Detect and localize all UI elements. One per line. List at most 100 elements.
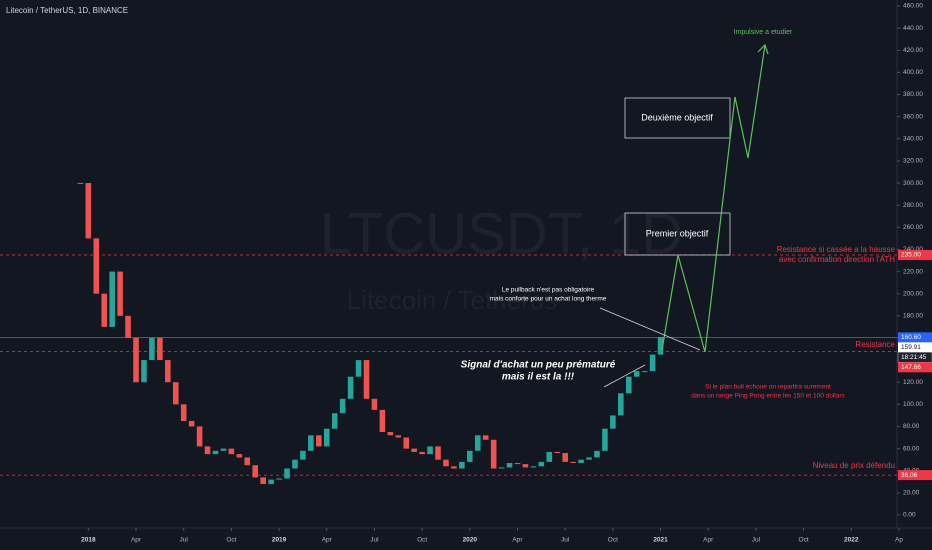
candle [467, 450, 473, 462]
y-tick-label: 200.00 [903, 290, 923, 297]
countdown: 18:21:45 [901, 354, 927, 361]
drawings: Deuxième objectif Premier objectif Impul… [461, 29, 896, 470]
candle [339, 398, 346, 414]
y-tick-label: 120.00 [903, 379, 923, 386]
annotation: Resistance si cassée a la hausse [777, 245, 896, 254]
candle [196, 426, 203, 447]
candle [172, 382, 179, 405]
x-tick-label: Apr [322, 537, 333, 544]
arrow [603, 364, 646, 388]
candle [371, 398, 378, 410]
x-tick-label: Apr [703, 537, 714, 544]
price-label-bg [898, 249, 932, 260]
x-tick-label: Ap [895, 537, 903, 544]
y-tick-label: 280.00 [903, 202, 923, 209]
candle [443, 459, 449, 467]
price-label-bg [898, 362, 932, 373]
candle [474, 435, 481, 451]
candle [236, 454, 243, 458]
candle [633, 371, 640, 377]
x-tick-label: Jul [370, 537, 379, 544]
candle [228, 448, 235, 455]
candle [554, 451, 561, 454]
y-tick-label: 380.00 [903, 91, 923, 98]
candle [157, 337, 163, 361]
candle [610, 415, 616, 429]
candle [268, 479, 274, 485]
candle [594, 450, 600, 458]
plot [0, 183, 897, 485]
candle [109, 271, 115, 327]
annotation: Signal d'achat un peu prématuré [461, 360, 616, 371]
objective-label: Premier objectif [646, 228, 709, 238]
y-tick-label: 60.00 [903, 445, 920, 452]
y-tick-label: 20.00 [903, 490, 920, 497]
candle [300, 450, 306, 460]
arrow [599, 307, 701, 351]
x-tick-label: Apr [131, 537, 142, 544]
candle [85, 183, 92, 239]
y-tick-label: 80.00 [903, 423, 920, 430]
x-tick-label: Jul [180, 537, 189, 544]
candle [562, 453, 568, 462]
annotation: Le pullback n'est pas obligatoire [502, 287, 595, 294]
candle [578, 459, 584, 463]
candle [165, 360, 171, 383]
candle [506, 462, 513, 468]
candle [355, 360, 362, 377]
objective-label: Deuxième objectif [641, 112, 713, 122]
x-tick-label: 2020 [463, 537, 478, 544]
y-tick-label: 340.00 [903, 136, 923, 143]
candle [570, 461, 576, 463]
x-tick-label: 2019 [272, 537, 287, 544]
annotation: dans un range Ping Pong entre les 150 et… [691, 393, 845, 400]
y-tick-label: 240.00 [903, 246, 923, 253]
candle [212, 450, 219, 455]
x-tick-label: 2018 [81, 537, 96, 544]
x-tick-label: 2021 [653, 537, 668, 544]
candle [490, 439, 497, 469]
candle [180, 404, 187, 421]
candle [204, 446, 211, 455]
projection-path [661, 44, 766, 353]
candle [419, 451, 425, 455]
annotation: avec confirmation direction l'ATH [779, 255, 895, 264]
candle [308, 435, 314, 451]
y-tick-label: 300.00 [903, 180, 923, 187]
price-label-bg [898, 470, 932, 481]
y-tick-label: 460.00 [903, 3, 923, 10]
candle [244, 457, 251, 466]
price-label-bg [898, 332, 932, 343]
x-tick-label: Oct [417, 537, 427, 544]
y-tick-label: 220.00 [903, 268, 923, 275]
candle [411, 448, 417, 452]
x-tick-label: Oct [226, 537, 236, 544]
candle [403, 437, 410, 449]
x-tick-label: Jul [752, 537, 761, 544]
candle [379, 409, 386, 433]
candle [323, 428, 330, 447]
y-tick-label: 180.00 [903, 313, 923, 320]
price-label: 160.60 [901, 334, 921, 341]
candle [260, 477, 266, 485]
y-tick-label: 440.00 [903, 25, 923, 32]
watermark-subtitle: Litecoin / Tetheros [347, 285, 558, 315]
candle [451, 466, 457, 469]
price-label: 147.66 [901, 364, 921, 371]
price-label: 159.91 [901, 344, 921, 351]
x-tick-label: Jul [561, 537, 570, 544]
price-label-bg [898, 342, 932, 353]
candle [602, 428, 608, 451]
candle [141, 360, 147, 383]
chart-title: Litecoin / TetherUS, 1D, BINANCE [6, 6, 128, 15]
candle [514, 462, 521, 465]
candle [387, 432, 394, 436]
y-tick-label: 100.00 [903, 401, 923, 408]
candle [522, 464, 529, 468]
candle [188, 420, 195, 427]
candle [586, 457, 592, 460]
price-label: 235.00 [901, 252, 921, 259]
candle [101, 293, 108, 327]
candle [530, 466, 537, 468]
